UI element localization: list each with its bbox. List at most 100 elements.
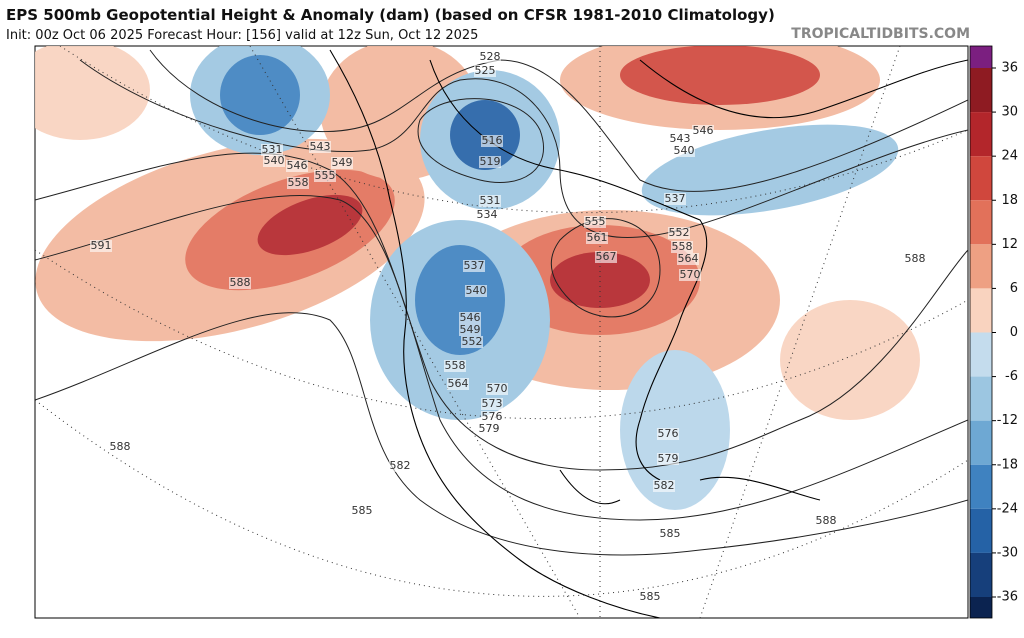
colorbar-band — [970, 597, 992, 618]
contour-label: 546 — [460, 311, 481, 324]
contour-label-bg — [659, 528, 681, 540]
contour-label: 573 — [482, 397, 503, 410]
colorbar-tick-label: 12 — [1001, 237, 1018, 252]
contour-label-bg — [673, 145, 695, 157]
colorbar-band — [970, 68, 992, 113]
contour-label: 516 — [482, 134, 503, 147]
contour-label-bg — [479, 195, 501, 207]
contour-label: 537 — [464, 259, 485, 272]
watermark: TROPICALTIDBITS.COM — [791, 26, 970, 42]
colorbar-band — [970, 376, 992, 421]
contour-label: 546 — [693, 124, 714, 137]
contour-label: 576 — [658, 427, 679, 440]
contour-label: 546 — [287, 159, 308, 172]
colorbar-band — [970, 244, 992, 289]
contour-label: 540 — [264, 154, 285, 167]
contour-label-bg — [465, 285, 487, 297]
contour-label: 564 — [678, 252, 699, 265]
contour-label-bg — [653, 480, 675, 492]
contour-label-bg — [286, 160, 308, 172]
colorbar-tick-label: 36 — [1001, 61, 1018, 76]
contour-label-bg — [481, 135, 503, 147]
contour-label-bg — [459, 324, 481, 336]
contour-label: 549 — [332, 156, 353, 169]
contour-label-bg — [476, 209, 498, 221]
colorbar-tick-label: -6 — [1005, 369, 1018, 384]
contour-label: 561 — [587, 231, 608, 244]
contour-label: 534 — [477, 208, 498, 221]
contour-label: 543 — [310, 140, 331, 153]
contour-label-bg — [481, 411, 503, 423]
contour-label: 588 — [816, 514, 837, 527]
contour-label: 555 — [315, 169, 336, 182]
contour-label-bg — [447, 378, 469, 390]
contour-label: 531 — [262, 143, 283, 156]
colorbar-tick-label: -18 — [997, 457, 1018, 472]
colorbar-band — [970, 46, 992, 68]
contour-label: 564 — [448, 377, 469, 390]
colorbar-band — [970, 464, 992, 509]
contour-label-bg — [444, 360, 466, 372]
contour-label: 543 — [670, 132, 691, 145]
contour-label-bg — [904, 253, 926, 265]
colorbar-tick-label: -36 — [997, 590, 1018, 605]
contour-label: 552 — [669, 226, 690, 239]
contour-label: 579 — [479, 422, 500, 435]
contour-label-bg — [479, 156, 501, 168]
colorbar-tick-label: 6 — [1010, 281, 1018, 296]
contour-label: 582 — [654, 479, 675, 492]
contour-label: 588 — [905, 252, 926, 265]
contour-label-bg — [586, 232, 608, 244]
contour-label-bg — [90, 240, 112, 252]
colorbar-tick-label: -12 — [997, 413, 1018, 428]
title: EPS 500mb Geopotential Height & Anomaly … — [6, 6, 775, 24]
contour-label-bg — [595, 251, 617, 263]
colorbar-band — [970, 200, 992, 245]
contour-label: 555 — [585, 215, 606, 228]
contour-label: 525 — [475, 64, 496, 77]
contour-label: 570 — [680, 268, 701, 281]
subtitle: Init: 00z Oct 06 2025 Forecast Hour: [15… — [6, 28, 478, 43]
contour-label-bg — [584, 216, 606, 228]
contour-label: 585 — [352, 504, 373, 517]
contour-label: 537 — [665, 192, 686, 205]
contour-label-bg — [229, 277, 251, 289]
colorbar-band — [970, 552, 992, 597]
contour-label: 585 — [660, 527, 681, 540]
contour-label-bg — [677, 253, 699, 265]
contour-label-bg — [657, 428, 679, 440]
contour-label-bg — [478, 423, 500, 435]
contour-label: 588 — [110, 440, 131, 453]
colorbar-band — [970, 112, 992, 157]
contour-label-bg — [668, 227, 690, 239]
contour-label: 576 — [482, 410, 503, 423]
colorbar-band — [970, 156, 992, 201]
colorbar-tick-label: 0 — [1010, 325, 1018, 340]
contour-label: 558 — [288, 176, 309, 189]
contour-label-bg — [389, 460, 411, 472]
contour-label: 579 — [658, 452, 679, 465]
contour-label-bg — [474, 65, 496, 77]
contour-label: 528 — [480, 50, 501, 63]
contour-label-bg — [815, 515, 837, 527]
colorbar-tick-label: 30 — [1001, 105, 1018, 120]
colorbar-band — [970, 420, 992, 465]
contour-label: 558 — [672, 240, 693, 253]
contour-label: 531 — [480, 194, 501, 207]
contour-label: 540 — [674, 144, 695, 157]
colorbar: 36 30 24 18 12 6 0 -6 -12 -18 -24 -30 -36 — [969, 45, 1018, 619]
contour-label: 558 — [445, 359, 466, 372]
contour-label-bg — [459, 312, 481, 324]
contour-label-bg — [671, 241, 693, 253]
colorbar-band — [970, 332, 992, 377]
contour-label: 552 — [462, 335, 483, 348]
contour-label-bg — [261, 144, 283, 156]
contour-label-bg — [331, 157, 353, 169]
colorbar-tick-label: 18 — [1001, 193, 1018, 208]
contour-label-bg — [287, 177, 309, 189]
contour-label-bg — [657, 453, 679, 465]
colorbar-tick-label: 24 — [1001, 149, 1018, 164]
colorbar-band — [970, 508, 992, 553]
